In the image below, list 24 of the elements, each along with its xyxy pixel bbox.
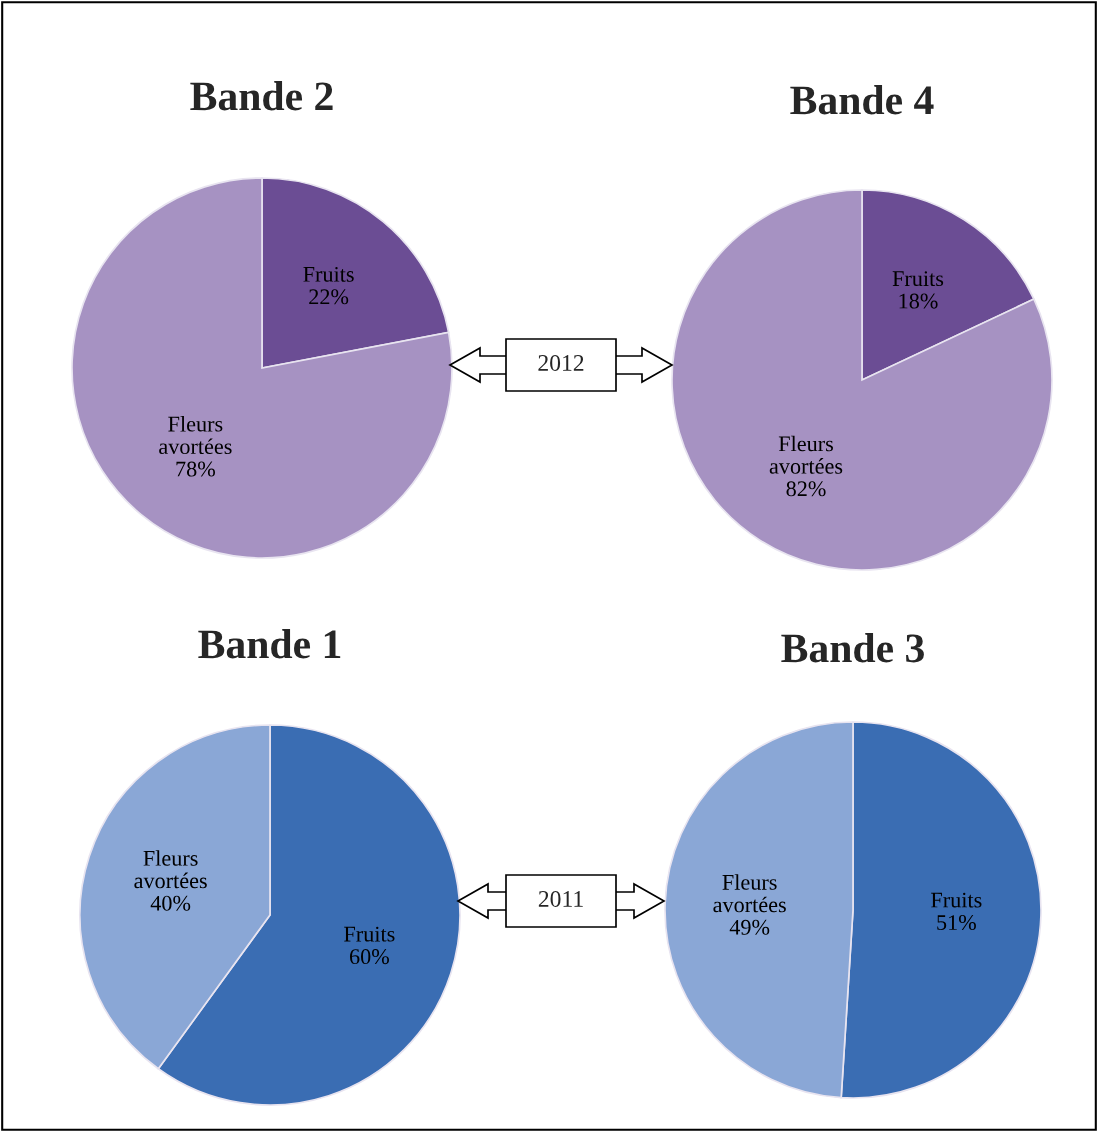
data-label: 78% (176, 461, 215, 477)
slice-label: Fruits (344, 926, 395, 942)
data-label: 82% (786, 481, 826, 497)
chart-title: Bande 3 (781, 633, 924, 663)
chart-title: Bande 2 (190, 81, 333, 111)
slice-label: Fleurs avortées (713, 874, 786, 913)
data-label: 40% (150, 895, 191, 911)
data-label: 18% (899, 293, 938, 309)
slice-label: Fleurs avortées (769, 435, 843, 474)
chart-title: Bande 4 (790, 85, 934, 115)
slice-label: Fruits (892, 271, 944, 287)
data-label: 60% (349, 949, 389, 965)
slice-label: Fleurs avortées (159, 415, 232, 455)
slice-label: Fruits (303, 266, 354, 282)
text: 2011 (538, 890, 583, 907)
data-label: 51% (937, 915, 976, 931)
text: 2012 (538, 354, 584, 371)
pie-slice (71, 177, 453, 559)
slice-label: Fleurs avortées (134, 850, 207, 889)
slice-label: Fruits (931, 892, 982, 908)
chart-title: Bande 1 (198, 629, 341, 659)
pie-slice (671, 189, 1053, 571)
data-label: 22% (309, 289, 349, 305)
data-label: 49% (729, 919, 770, 935)
